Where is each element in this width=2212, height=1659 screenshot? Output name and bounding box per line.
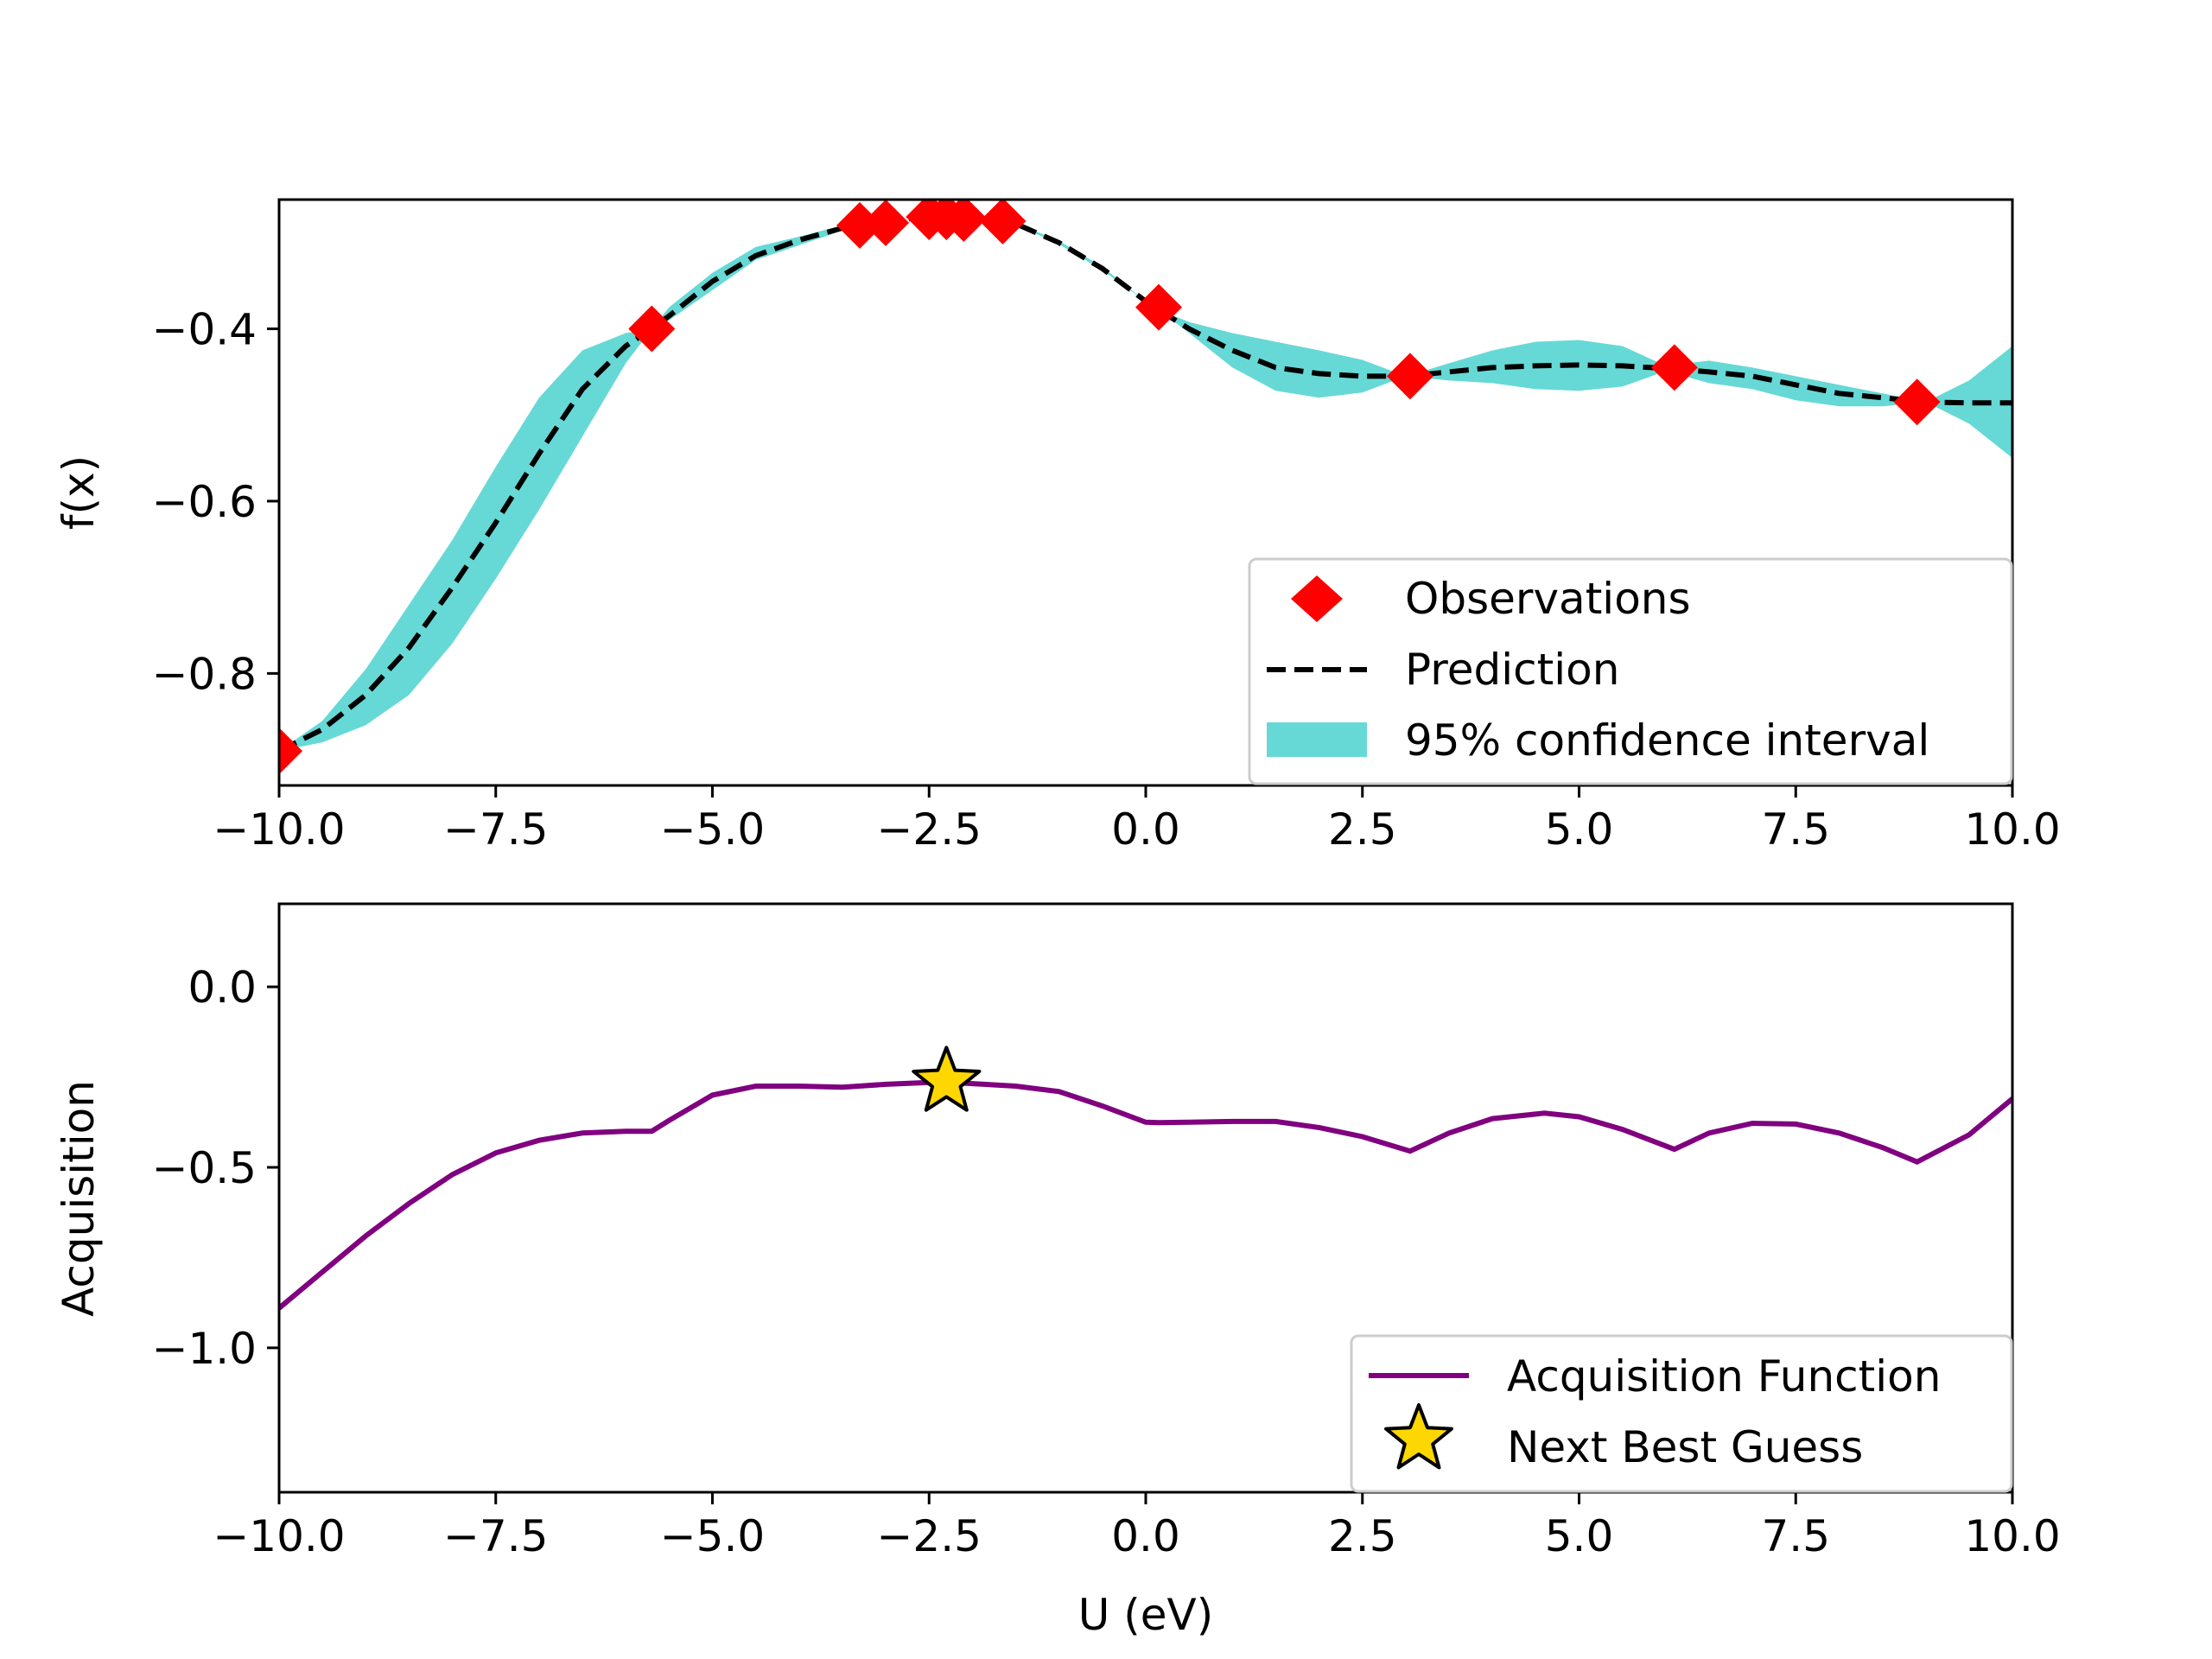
top-y-tick-label: −0.4 <box>152 305 257 355</box>
legend-star-marker <box>1384 1403 1453 1470</box>
bottom-y-ticks: −1.0 −0.5 0.0 <box>152 963 279 1374</box>
top-y-tick-label: −0.6 <box>152 477 257 527</box>
bottom-x-tick-label: 7.5 <box>1761 1511 1830 1561</box>
observation-marker <box>862 200 910 246</box>
top-x-tick-label: 10.0 <box>1964 804 2060 855</box>
bottom-legend: Acquisition Function Next Best Guess <box>1350 1334 2013 1493</box>
confidence-interval-band <box>279 216 2012 752</box>
bottom-y-axis-title: Acquisition <box>54 1080 104 1317</box>
bottom-x-tick-label: 2.5 <box>1328 1511 1397 1561</box>
bottom-x-tick-label: −10.0 <box>213 1511 345 1561</box>
top-panel: −10.0 −7.5 −5.0 −2.5 0.0 2.5 5.0 7.5 10.0 −0.8−0… <box>54 198 2061 855</box>
bottom-x-tick-label: −2.5 <box>877 1511 982 1561</box>
bottom-x-tick-label: 10.0 <box>1964 1511 2060 1561</box>
observation-marker <box>940 200 988 242</box>
bottom-y-tick-label: −0.5 <box>152 1143 257 1193</box>
top-y-axis-title: f(x) <box>54 455 104 530</box>
legend-acquisition-label: Acquisition Function <box>1507 1351 1941 1402</box>
top-y-ticks: −0.8 −0.6 −0.4 <box>152 305 279 699</box>
top-legend: Observations Prediction 95% confidence i… <box>1248 557 2013 785</box>
next-best-guess-star <box>912 1046 982 1112</box>
bottom-x-axis-title: U (eV) <box>1078 1590 1213 1640</box>
top-x-tick-label: 2.5 <box>1328 804 1397 855</box>
bottom-y-tick-label: 0.0 <box>188 963 257 1013</box>
bottom-y-tick-label: −1.0 <box>152 1324 257 1374</box>
observation-marker <box>979 200 1027 245</box>
legend-observation-marker <box>1291 575 1343 622</box>
top-x-tick-label: −7.5 <box>443 804 548 855</box>
bottom-x-tick-label: −7.5 <box>443 1511 548 1561</box>
observation-marker <box>1650 344 1698 391</box>
legend-confidence-label: 95% confidence interval <box>1405 715 1929 766</box>
observation-marker <box>836 201 884 249</box>
top-y-tick-label: −0.8 <box>152 649 257 699</box>
top-x-tick-label: 0.0 <box>1111 804 1180 855</box>
top-x-ticks: −10.0 −7.5 −5.0 −2.5 0.0 2.5 5.0 7.5 10.0 <box>213 785 2061 855</box>
bottom-x-tick-label: 5.0 <box>1545 1511 1614 1561</box>
legend-next-best-guess-label: Next Best Guess <box>1507 1422 1863 1472</box>
observation-marker <box>279 728 302 775</box>
observation-marker <box>1135 283 1183 331</box>
top-x-tick-label: −10.0 <box>213 804 345 855</box>
legend-observations-label: Observations <box>1405 574 1691 624</box>
bottom-x-tick-label: −5.0 <box>660 1511 765 1561</box>
observation-marker <box>1386 353 1433 400</box>
bottom-x-ticks: −10.0 −7.5 −5.0 −2.5 0.0 2.5 5.0 7.5 10.0 <box>213 1492 2061 1561</box>
top-x-tick-label: −5.0 <box>660 804 765 855</box>
bottom-legend-box <box>1350 1334 2013 1493</box>
top-x-tick-label: 5.0 <box>1545 804 1614 855</box>
top-legend-box <box>1248 557 2013 785</box>
observation-marker <box>1893 378 1941 426</box>
legend-prediction-label: Prediction <box>1405 645 1619 695</box>
bottom-x-tick-label: 0.0 <box>1111 1511 1180 1561</box>
legend-confidence-swatch <box>1267 722 1367 757</box>
top-x-tick-label: −2.5 <box>877 804 982 855</box>
top-x-tick-label: 7.5 <box>1761 804 1830 855</box>
acquisition-line <box>279 1079 2012 1311</box>
observation-marker <box>628 305 676 353</box>
bottom-panel: −10.0 −7.5 −5.0 −2.5 0.0 2.5 5.0 7.5 10.0 −1.0 −0… <box>54 902 2061 1640</box>
observation-markers <box>279 200 1941 775</box>
